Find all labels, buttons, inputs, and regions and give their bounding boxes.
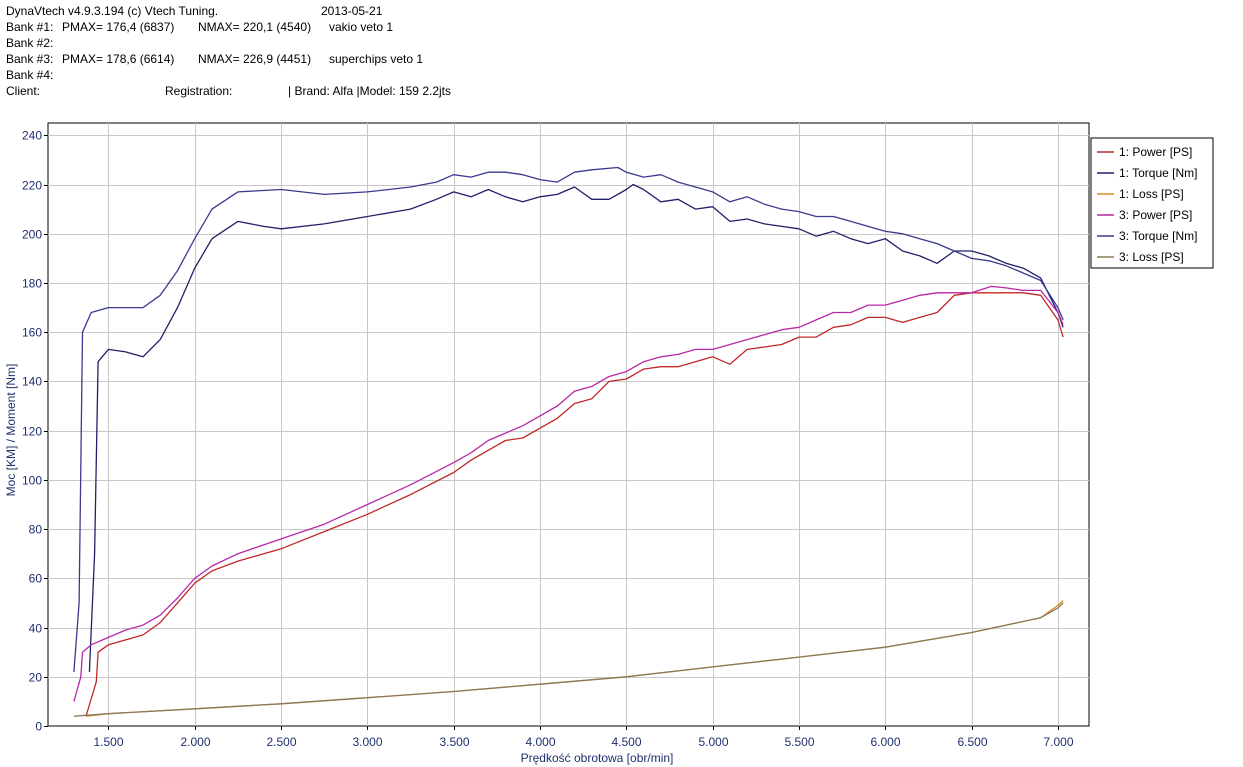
x-axis-ticks: 1.500 2.000 2.500 3.000 3.500 4.000 4.500 5.000… [93, 726, 1074, 749]
x-tick-label: 6.000 [870, 735, 900, 749]
y-tick-label: 140 [22, 375, 42, 389]
bank1-description: vakio veto 1 [329, 20, 394, 34]
series-line-1 [85, 292, 1064, 717]
series-lines [73, 166, 1064, 717]
x-tick-label: 4.000 [525, 735, 555, 749]
y-tick-label: 0 [35, 720, 42, 734]
x-tick-label: 1.500 [93, 735, 123, 749]
x-tick-label: 4.500 [611, 735, 641, 749]
legend-box [1090, 137, 1214, 269]
x-tick-label: 3.000 [352, 735, 382, 749]
brand-model: | Brand: Alfa |Model: 159 2.2jts [288, 84, 451, 98]
registration-label: Registration: [165, 84, 233, 98]
bank1-nmax: NMAX= 220,1 (4540) [198, 20, 312, 34]
bank3-pmax: PMAX= 178,6 (6614) [62, 52, 175, 66]
x-tick-label: 2.000 [180, 735, 210, 749]
legend-entry: 3: Loss [PS] [1119, 250, 1184, 264]
y-tick-label: 180 [22, 277, 42, 291]
header-app-title: DynaVtech v4.9.3.194 (c) Vtech Tuning. [6, 4, 219, 18]
legend-entry: 3: Power [PS] [1119, 208, 1192, 222]
y-tick-label: 120 [22, 425, 42, 439]
y-tick-label: 160 [22, 326, 42, 340]
y-tick-label: 200 [22, 228, 42, 242]
plot-frame [47, 122, 1090, 727]
x-tick-label: 6.500 [957, 735, 987, 749]
y-tick-label: 60 [29, 572, 43, 586]
legend-entry: 1: Torque [Nm] [1119, 166, 1197, 180]
bank2-label: Bank #2: [6, 36, 54, 50]
x-tick-label: 5.500 [784, 735, 814, 749]
grid [48, 123, 1089, 726]
header-date: 2013-05-21 [321, 4, 383, 18]
legend-entry: 3: Torque [Nm] [1119, 229, 1197, 243]
bank3-nmax: NMAX= 226,9 (4451) [198, 52, 312, 66]
bank4-label: Bank #4: [6, 68, 54, 82]
series-line-4 [73, 285, 1064, 702]
series-line-6 [73, 602, 1064, 717]
x-tick-label: 2.500 [266, 735, 296, 749]
series-line-5 [73, 166, 1064, 672]
bank3-description: superchips veto 1 [329, 52, 424, 66]
y-tick-label: 40 [29, 622, 43, 636]
y-tick-label: 80 [29, 523, 43, 537]
y-tick-label: 240 [22, 129, 42, 143]
x-tick-label: 7.000 [1043, 735, 1073, 749]
x-axis-title: Prędkość obrotowa [obr/min] [521, 751, 674, 765]
series-line-2 [88, 183, 1064, 672]
client-label: Client: [6, 84, 41, 98]
bank1-label: Bank #1: [6, 20, 54, 34]
legend-entry: 1: Power [PS] [1119, 145, 1192, 159]
y-tick-label: 20 [29, 671, 43, 685]
bank3-label: Bank #3: [6, 52, 54, 66]
legend: 1: Power [PS] 1: Torque [Nm] 1: Loss [PS] 3… [1090, 137, 1214, 269]
y-tick-label: 220 [22, 179, 42, 193]
y-axis-ticks: 0 20 40 60 80 100 120 140 160 180 200 220 240 [22, 129, 48, 734]
x-tick-label: 3.500 [439, 735, 469, 749]
legend-entry: 1: Loss [PS] [1119, 187, 1184, 201]
x-tick-label: 5.000 [698, 735, 728, 749]
series-line-3 [85, 600, 1064, 717]
y-tick-label: 100 [22, 474, 42, 488]
bank1-pmax: PMAX= 176,4 (6837) [62, 20, 175, 34]
y-axis-title: Moc [KM] / Moment [Nm] [4, 364, 18, 497]
